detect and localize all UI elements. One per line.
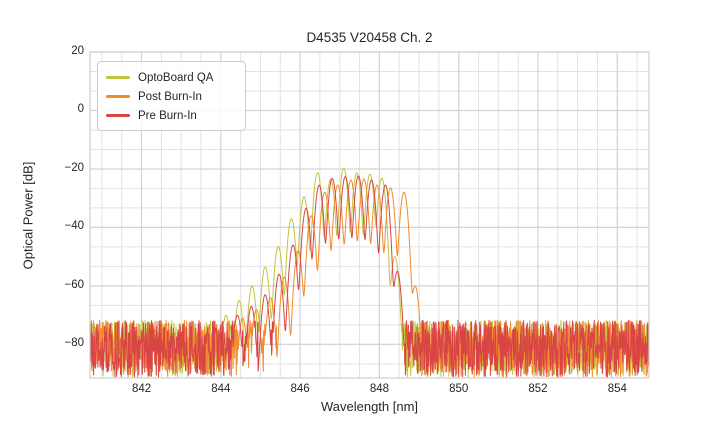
y-tick-label: −40 [64, 220, 84, 233]
x-tick-label: 842 [131, 383, 152, 395]
legend-label: Post Burn-In [138, 90, 202, 103]
chart-title: D4535 V20458 Ch. 2 [306, 30, 433, 45]
legend: OptoBoard QA Post Burn-In Pre Burn-In [97, 61, 246, 131]
x-tick-label: 844 [211, 383, 231, 395]
y-tick-label: 20 [71, 45, 84, 57]
x-tick-label: 846 [290, 383, 310, 395]
legend-label: Pre Burn-In [138, 109, 197, 122]
legend-line-icon [106, 76, 130, 79]
x-tick-label: 848 [369, 383, 389, 395]
legend-label: OptoBoard QA [138, 71, 214, 84]
series-trace-2 [90, 175, 649, 378]
x-tick-label: 854 [607, 383, 627, 395]
x-axis-label: Wavelength [nm] [320, 399, 419, 414]
x-tick-label: 850 [449, 383, 469, 395]
y-tick-label: 0 [77, 103, 84, 116]
y-tick-label: −80 [64, 337, 84, 350]
y-tick-label: −60 [64, 278, 84, 291]
y-tick-label: −20 [64, 161, 84, 174]
legend-item-pre-burn-in: Pre Burn-In [106, 106, 237, 125]
legend-line-icon [106, 95, 130, 98]
legend-item-post-burn-in: Post Burn-In [106, 87, 237, 106]
legend-item-optoboard-qa: OptoBoard QA [106, 68, 237, 87]
plot-border [89, 51, 650, 379]
y-axis-label: Optical Power [dB] [20, 161, 36, 270]
x-tick-label: 852 [528, 383, 548, 395]
legend-line-icon [106, 114, 130, 117]
